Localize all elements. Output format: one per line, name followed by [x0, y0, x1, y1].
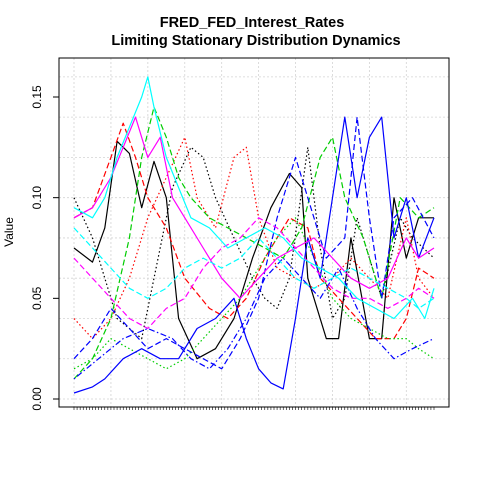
series-layer [73, 76, 435, 394]
y-tick-label: 0.00 [30, 387, 44, 411]
series-line-7 [73, 116, 435, 394]
series-line-8 [73, 116, 435, 370]
series-line-3 [73, 122, 435, 340]
series-line-10 [73, 116, 435, 299]
y-tick-label: 0.05 [30, 286, 44, 310]
y-axis: 0.00 0.05 0.10 0.15 [30, 85, 59, 411]
y-tick-label: 0.10 [30, 186, 44, 210]
series-line-13 [73, 227, 435, 309]
chart-subtitle: Limiting Stationary Distribution Dynamic… [111, 33, 400, 49]
x-axis [73, 407, 435, 410]
series-line-12 [73, 76, 435, 320]
y-tick-label: 0.15 [30, 85, 44, 109]
series-line-2 [73, 146, 435, 340]
series-line-1 [73, 140, 434, 360]
series-line-11 [73, 217, 435, 330]
chart-title: FRED_FED_Interest_Rates [160, 15, 345, 31]
plot-frame [58, 57, 450, 408]
series-line-9 [73, 257, 435, 380]
y-axis-label: Value [2, 217, 16, 247]
